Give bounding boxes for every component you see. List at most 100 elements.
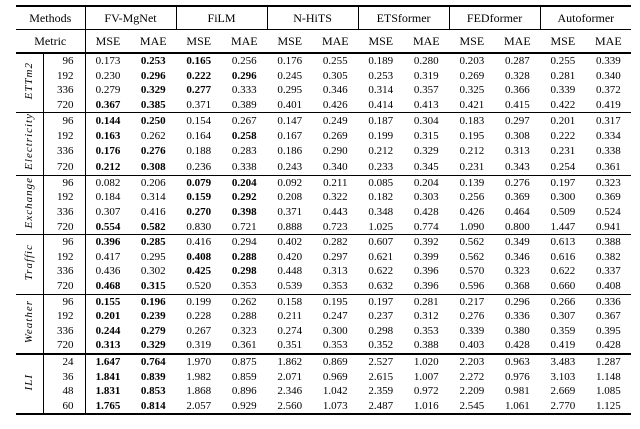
dataset-label-text: Exchange [23,176,36,229]
method-header-fedformer: FEDformer [448,6,541,30]
value-cell: 0.408 [595,279,621,292]
value-cell: 0.319 [413,69,439,82]
value-cell: 0.281 [403,293,450,310]
metric-mse: MSE [176,29,222,54]
value-cell: 1.007 [413,370,439,383]
value-cell: 0.426 [459,205,485,218]
value-cell: 0.334 [595,130,621,143]
value-cell: 1.025 [368,220,394,233]
value-cell: 0.425 [186,265,212,278]
metric-mae: MAE [585,29,632,54]
value-cell: 0.520 [186,279,212,292]
value-cell: 0.359 [550,324,576,337]
value-cell: 0.314 [368,84,394,97]
value-cell: 0.212 [459,145,485,158]
table-row: Electricity 96 0.144 0.250 0.154 0.267 0.147 0.… [16,112,632,176]
value-cell: 0.929 [231,399,257,412]
value-cell: 0.262 [140,130,166,143]
value-cell: 2.272 [459,370,485,383]
value-cell: 0.402 [267,234,313,250]
horizon-label: 60 [43,398,86,415]
value-cell: 0.416 [176,234,222,250]
value-cell: 0.244 [95,324,121,337]
value-cell: 0.607 [358,234,404,250]
table-row: 720 0.367 0.385 0.371 0.389 0.401 0.426 0.414 0.… [16,97,631,113]
value-cell: 1.085 [595,385,621,398]
horizon-label: 720 [43,97,86,113]
value-cell: 0.199 [176,293,222,310]
value-cell: 0.201 [95,310,121,323]
value-cell: 0.197 [540,174,586,191]
value-cell: 0.839 [140,370,166,383]
value-cell: 0.371 [186,98,212,111]
value-cell: 0.255 [550,55,576,67]
method-header-autoformer: Autoformer [539,6,632,30]
horizon-label: 720 [43,219,86,235]
value-cell: 0.144 [85,112,131,129]
table-body: ETTm2 96 0.173 0.253 0.165 0.256 0.176 0.255 0.1… [16,53,632,415]
value-cell: 0.184 [95,191,121,204]
value-cell: 0.092 [267,174,313,191]
horizon-label: 336 [43,144,86,160]
value-cell: 0.201 [540,112,586,129]
value-cell: 0.228 [186,310,212,323]
value-cell: 0.570 [459,265,485,278]
value-cell: 0.312 [413,310,439,323]
value-cell: 0.270 [186,205,212,218]
value-cell: 1.831 [95,385,121,398]
value-cell: 0.554 [95,220,121,233]
table-row: ILI 24 1.647 0.764 1.970 0.875 1.862 0.869 2.527… [16,352,632,415]
value-cell: 0.721 [231,220,257,233]
value-cell: 0.415 [504,98,530,111]
value-cell: 0.269 [322,130,348,143]
value-cell: 0.616 [550,250,576,263]
value-cell: 0.243 [277,160,303,173]
table-row: ETTm2 96 0.173 0.253 0.165 0.256 0.176 0.255 0.1… [16,53,631,113]
value-cell: 0.279 [140,324,166,337]
table-row: 192 0.201 0.239 0.228 0.288 0.211 0.247 0.237 0.… [16,309,631,324]
value-cell: 0.317 [585,112,632,129]
value-cell: 0.297 [322,250,348,263]
value-cell: 0.398 [231,205,257,218]
value-cell: 0.199 [368,130,394,143]
method-header-film: FiLM [175,6,268,30]
dataset-label-text: Weather [23,299,36,344]
value-cell: 1.016 [413,399,439,412]
value-cell: 0.315 [413,130,439,143]
value-cell: 0.296 [231,69,257,82]
horizon-label: 24 [43,352,86,370]
value-cell: 0.448 [277,265,303,278]
value-cell: 0.361 [231,339,257,352]
value-cell: 2.669 [550,385,576,398]
value-cell: 0.176 [277,55,303,67]
value-cell: 2.203 [449,352,495,370]
methods-header-label: Methods [16,6,86,30]
value-cell: 0.352 [368,339,394,352]
dataset-label-exchange: Exchange [16,174,44,235]
value-cell: 0.231 [459,160,485,173]
value-cell: 0.329 [413,145,439,158]
value-cell: 0.323 [504,265,530,278]
value-cell: 1.862 [267,352,313,370]
value-cell: 0.195 [312,293,359,310]
value-cell: 0.723 [322,220,348,233]
value-cell: 0.380 [504,324,530,337]
value-cell: 0.329 [140,339,166,352]
value-cell: 0.622 [368,265,394,278]
value-cell: 1.970 [176,352,222,370]
table-row: 720 0.212 0.308 0.236 0.338 0.243 0.340 0.233 0.… [16,159,631,176]
value-cell: 0.464 [504,205,530,218]
value-cell: 0.337 [595,265,621,278]
horizon-label: 36 [43,369,86,385]
value-cell: 0.420 [277,250,303,263]
value-cell: 0.236 [186,160,212,173]
value-cell: 0.262 [221,293,268,310]
value-cell: 1.765 [95,399,121,412]
value-cell: 0.401 [277,98,303,111]
value-cell: 0.336 [585,293,632,310]
value-cell: 0.280 [413,55,439,67]
value-cell: 0.361 [595,160,621,173]
horizon-label: 192 [43,68,86,84]
value-cell: 0.351 [277,339,303,352]
